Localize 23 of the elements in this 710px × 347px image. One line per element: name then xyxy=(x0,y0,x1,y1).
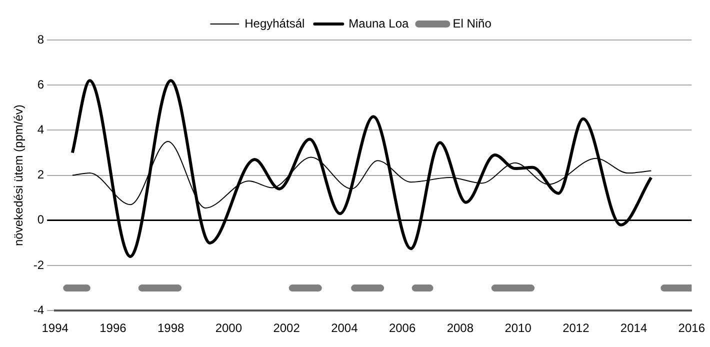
x-tick-label: 1994 xyxy=(42,321,69,336)
y-tick-label: 8 xyxy=(37,32,44,46)
x-tick-label: 2002 xyxy=(273,321,300,336)
legend-label: Mauna Loa xyxy=(348,16,410,30)
x-tick-label: 2012 xyxy=(562,321,590,336)
x-tick-label: 2000 xyxy=(215,321,242,336)
x-tick-label: 2014 xyxy=(620,321,648,336)
x-tick-label: 1996 xyxy=(100,321,127,336)
y-axis-title: növekedési ütem (ppm/év) xyxy=(12,104,26,246)
x-tick-label: 2004 xyxy=(331,321,358,336)
x-tick-label: 2008 xyxy=(446,321,474,336)
y-tick-label: 2 xyxy=(37,168,44,182)
x-tick-label: 2006 xyxy=(388,321,416,336)
x-tick-label: 2010 xyxy=(504,321,532,336)
legend-label: El Niño xyxy=(452,16,492,30)
legend-label: Hegyhátsál xyxy=(244,16,305,30)
x-tick-label: 1998 xyxy=(157,321,184,336)
y-tick-label: 0 xyxy=(37,212,44,227)
y-tick-label: -4 xyxy=(33,302,44,317)
y-tick-label: -2 xyxy=(33,258,44,272)
x-tick-label: 2016 xyxy=(678,321,706,336)
y-tick-label: 6 xyxy=(37,77,44,92)
y-tick-label: 4 xyxy=(37,122,44,137)
